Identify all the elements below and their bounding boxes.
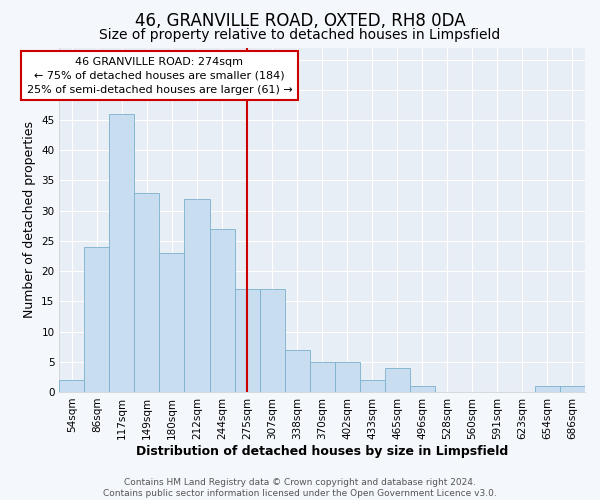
Bar <box>134 192 160 392</box>
Text: Contains HM Land Registry data © Crown copyright and database right 2024.
Contai: Contains HM Land Registry data © Crown c… <box>103 478 497 498</box>
Bar <box>209 229 235 392</box>
Bar <box>184 198 209 392</box>
Bar <box>360 380 385 392</box>
Bar <box>109 114 134 392</box>
X-axis label: Distribution of detached houses by size in Limpsfield: Distribution of detached houses by size … <box>136 444 508 458</box>
Bar <box>410 386 435 392</box>
Bar <box>59 380 85 392</box>
Bar <box>284 350 310 392</box>
Bar <box>235 289 260 392</box>
Bar <box>535 386 560 392</box>
Bar <box>85 247 109 392</box>
Bar <box>160 253 184 392</box>
Text: 46, GRANVILLE ROAD, OXTED, RH8 0DA: 46, GRANVILLE ROAD, OXTED, RH8 0DA <box>134 12 466 30</box>
Text: 46 GRANVILLE ROAD: 274sqm
← 75% of detached houses are smaller (184)
25% of semi: 46 GRANVILLE ROAD: 274sqm ← 75% of detac… <box>26 56 292 94</box>
Y-axis label: Number of detached properties: Number of detached properties <box>23 121 35 318</box>
Bar <box>560 386 585 392</box>
Bar <box>310 362 335 392</box>
Text: Size of property relative to detached houses in Limpsfield: Size of property relative to detached ho… <box>100 28 500 42</box>
Bar <box>260 289 284 392</box>
Bar <box>335 362 360 392</box>
Bar <box>385 368 410 392</box>
